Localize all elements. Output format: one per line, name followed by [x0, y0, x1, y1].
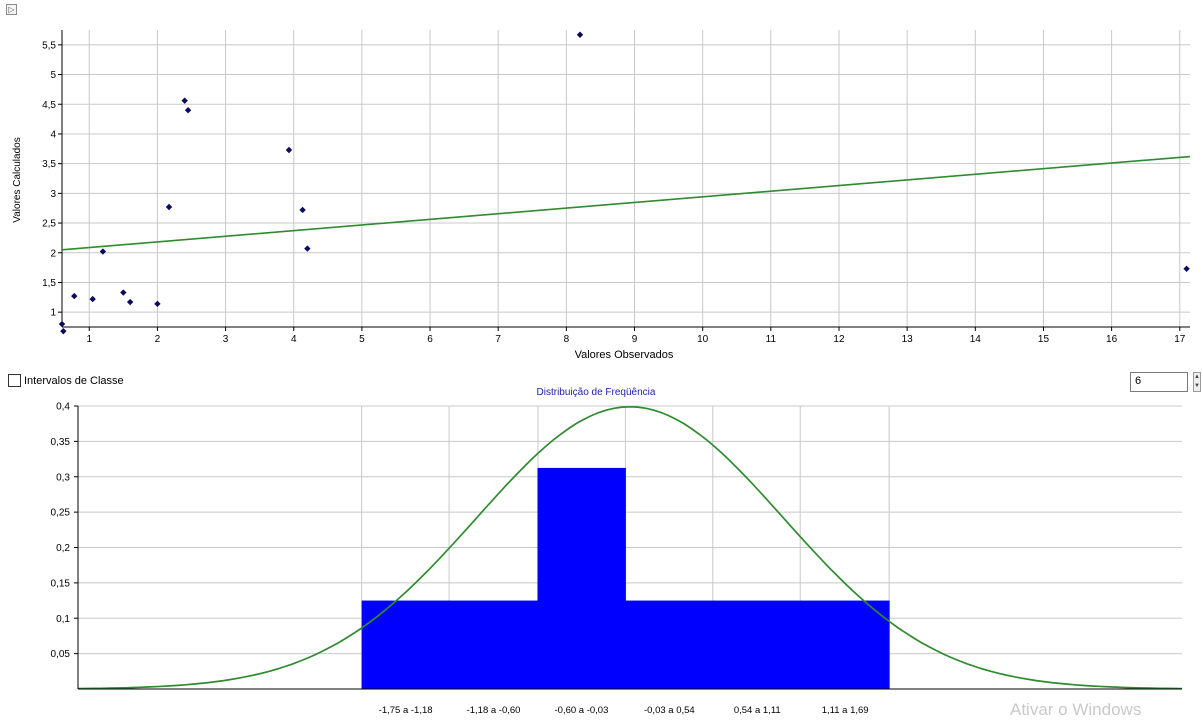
x-tick-label: 7	[495, 334, 501, 345]
x-tick-label: 3	[223, 334, 229, 345]
class-count-spinner[interactable]: ▲ ▼	[1193, 372, 1201, 392]
regression-line	[61, 155, 1191, 251]
y-tick-label: 0,2	[56, 543, 70, 554]
scatter-point	[285, 146, 293, 154]
class-intervals-toggle[interactable]: Intervalos de Classe	[8, 374, 124, 387]
y-tick-label: 4	[50, 129, 56, 140]
y-tick-label: 3,5	[42, 159, 56, 170]
scatter-axes	[58, 30, 1190, 331]
histogram-bar	[361, 600, 451, 689]
x-tick-label: 4	[291, 334, 297, 345]
y-tick-label: 1,5	[42, 278, 56, 289]
x-tick-label: -1,18 a -0,60	[467, 705, 521, 716]
scatter-point	[184, 106, 192, 114]
scatter-point	[165, 203, 173, 211]
histogram-axes	[74, 405, 1182, 690]
x-tick-label: 1,11 a 1,69	[822, 705, 869, 716]
x-axis-label: Valores Observados	[575, 349, 674, 361]
x-tick-label: 14	[970, 334, 982, 345]
y-tick-label: 1	[50, 308, 56, 319]
histogram-bar	[625, 600, 714, 689]
class-intervals-checkbox[interactable]	[8, 374, 21, 387]
x-tick-label: 2	[155, 334, 161, 345]
x-tick-label: -1,75 a -1,18	[379, 705, 433, 716]
y-tick-label: 0,3	[56, 472, 70, 483]
histogram-bar	[713, 600, 802, 689]
histogram-title: Distribuição de Freqüência	[537, 387, 656, 398]
y-tick-label: 0,1	[56, 614, 70, 625]
normal-curve	[77, 405, 1183, 690]
scatter-point	[126, 298, 134, 306]
x-tick-label: 17	[1174, 334, 1186, 345]
scatter-point	[99, 248, 107, 255]
y-tick-label: 2,5	[42, 219, 56, 230]
scatter-point	[89, 295, 96, 303]
x-tick-label: -0,03 a 0,54	[644, 705, 695, 716]
scatter-point	[154, 300, 161, 308]
y-axis-label: Valores Calculados	[12, 137, 23, 222]
histogram-tick-labels: 0,05 0,1 0,15 0,2 0,25 0,3 0,35 0,4 -1,75 a -1,1…	[51, 402, 869, 717]
scatter-point	[71, 292, 78, 300]
y-tick-label: 0,25	[51, 508, 71, 519]
y-tick-label: 3	[50, 189, 56, 200]
y-tick-label: 0,05	[51, 649, 71, 660]
class-count-input[interactable]: 6	[1130, 372, 1188, 392]
x-tick-label: 13	[902, 334, 914, 345]
y-tick-label: 0,35	[51, 437, 71, 448]
y-tick-label: 5	[50, 70, 56, 81]
x-tick-label: 11	[766, 334, 777, 345]
x-tick-label: 9	[632, 334, 638, 345]
scatter-point	[60, 327, 67, 335]
x-tick-label: 8	[564, 334, 570, 345]
y-tick-label: 4,5	[42, 100, 56, 111]
x-tick-label: -0,60 a -0,03	[555, 705, 609, 716]
scatter-point	[58, 320, 66, 328]
scatter-tick-labels: 1 2 3 4 5 6 7 8 9 10 11 12 13 14 15 16 1711,522,533,544,…	[42, 40, 1186, 345]
y-tick-label: 2	[50, 248, 56, 259]
x-tick-label: 12	[833, 334, 845, 345]
windows-activation-watermark: Ativar o Windows	[1010, 700, 1142, 719]
x-tick-label: 1	[86, 334, 92, 345]
class-intervals-label: Intervalos de Classe	[24, 374, 124, 387]
scatter-grid	[62, 30, 1190, 327]
histogram-chart: Distribuição de Freqüência 0,050,10,150,…	[51, 387, 1183, 717]
x-tick-label: 5	[359, 334, 365, 345]
y-tick-label: 5,5	[42, 40, 56, 51]
scatter-point	[576, 31, 584, 38]
scatter-point	[299, 206, 306, 214]
y-tick-label: 0,4	[56, 402, 70, 413]
histogram-bar	[801, 600, 890, 689]
scatter-points	[58, 31, 1190, 335]
histogram-bars	[361, 467, 890, 689]
scatter-point	[304, 245, 311, 252]
expand-toggle-icon[interactable]: ▷	[6, 4, 17, 15]
x-tick-label: 6	[427, 334, 433, 345]
scatter-chart: 1 2 3 4 5 6 7 8 9 10 11 12 13 14 15 16 1711,522,533,544,…	[12, 30, 1191, 361]
histogram-bar	[449, 600, 538, 689]
x-tick-label: 15	[1038, 334, 1050, 345]
y-tick-label: 0,15	[51, 578, 71, 589]
x-tick-label: 10	[697, 334, 709, 345]
scatter-point	[181, 97, 188, 104]
x-tick-label: 16	[1106, 334, 1118, 345]
scatter-point	[120, 289, 127, 296]
scatter-point	[1183, 265, 1190, 272]
histogram-bar	[537, 467, 626, 689]
x-tick-label: 0,54 a 1,11	[734, 705, 781, 716]
